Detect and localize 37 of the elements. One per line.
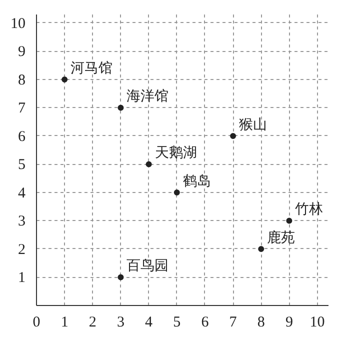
annotation: 猴山 bbox=[239, 116, 268, 133]
point bbox=[62, 76, 68, 82]
x-tick-label: 1 bbox=[60, 314, 68, 330]
point bbox=[118, 104, 124, 111]
x-tick-label: 6 bbox=[201, 314, 210, 330]
y-tick-label: 8 bbox=[18, 72, 26, 88]
annotation: 竹林 bbox=[295, 202, 324, 218]
x-tick-label: 3 bbox=[116, 314, 124, 330]
x-tick-label: 5 bbox=[173, 314, 181, 330]
annotation: 鹤岛 bbox=[182, 173, 211, 190]
annotation: 海洋馆 bbox=[126, 88, 169, 105]
point bbox=[230, 132, 236, 139]
point bbox=[174, 189, 180, 196]
annotation: 河马馆 bbox=[70, 60, 113, 76]
y-tick-label: 7 bbox=[18, 100, 26, 117]
x-tick-label: 10 bbox=[310, 314, 325, 330]
point bbox=[146, 161, 152, 168]
x-tick-label: 8 bbox=[257, 314, 265, 330]
y-tick-label: 1 bbox=[18, 270, 26, 286]
x-tick-label: 9 bbox=[285, 314, 293, 330]
y-tick-label: 10 bbox=[10, 16, 26, 32]
x-tick-label: 7 bbox=[229, 314, 238, 330]
annotation: 天鹅湖 bbox=[154, 145, 197, 162]
y-tick-label: 3 bbox=[18, 214, 26, 230]
x-tick-label: 2 bbox=[88, 314, 96, 330]
y-tick-label: 2 bbox=[18, 242, 26, 258]
x-tick-label: 0 bbox=[32, 314, 40, 330]
x-tick-label: 4 bbox=[145, 314, 154, 330]
point bbox=[258, 246, 264, 252]
annotation: 鹿苑 bbox=[267, 230, 296, 246]
y-tick-label: 9 bbox=[18, 44, 26, 60]
point bbox=[286, 218, 292, 224]
y-tick-label: 6 bbox=[18, 128, 26, 145]
annotation: 百鸟园 bbox=[126, 258, 169, 274]
point bbox=[118, 274, 124, 280]
y-tick-label: 5 bbox=[18, 157, 26, 174]
y-tick-label: 4 bbox=[18, 185, 26, 202]
